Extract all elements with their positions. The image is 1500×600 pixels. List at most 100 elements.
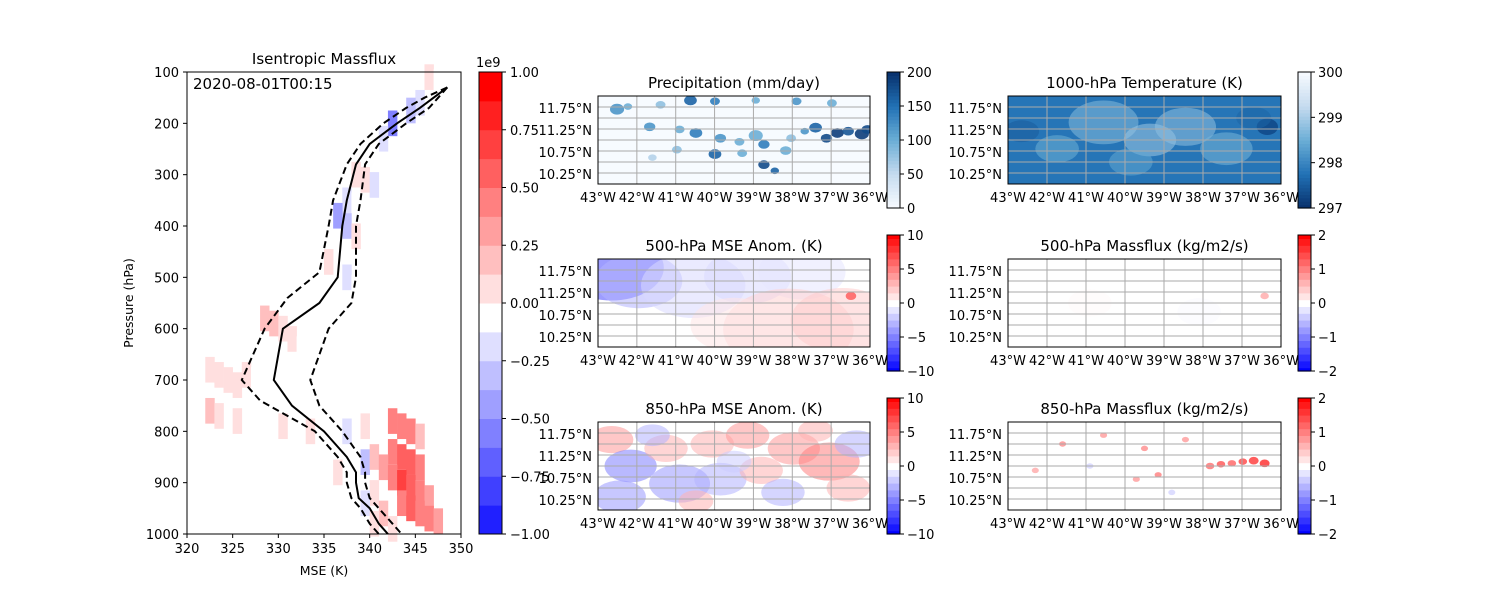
- map-colorbar-tick-label-1-2: 299: [1318, 111, 1343, 126]
- map-colorbar-band-4-32: [887, 421, 900, 426]
- map-feature-1-8: [1008, 120, 1040, 143]
- map-title-1: 1000-hPa Temperature (K): [1046, 74, 1243, 92]
- map-colorbar-band-0-21: [887, 133, 900, 138]
- map-colorbar-band-3-38: [1298, 238, 1311, 243]
- map-feature-3-2: [1177, 298, 1221, 326]
- map-feature-4-16: [798, 422, 834, 442]
- map-colorbar-band-0-19: [887, 140, 900, 144]
- map-colorbar-tick-label-1-3: 300: [1318, 66, 1343, 81]
- map-colorbar-band-0-2: [887, 197, 900, 202]
- colorbar-band-2: [479, 447, 502, 477]
- map-colorbar-tick-label-0-2: 100: [907, 134, 932, 149]
- map-colorbar-band-5-9: [1298, 500, 1311, 504]
- map-colorbar-band-0-1: [887, 201, 900, 206]
- map-gridlines-1: [1007, 96, 1282, 184]
- map-colorbar-band-1-30: [1298, 102, 1311, 107]
- massflux-cell-62: [433, 508, 444, 534]
- map-colorbar-band-4-14: [887, 483, 900, 487]
- map-colorbar-band-5-8: [1298, 503, 1311, 508]
- map-colorbar-band-0-33: [887, 92, 900, 97]
- massflux-ytick-label-2: 300: [154, 169, 179, 184]
- map-colorbar-band-3-25: [1298, 282, 1311, 287]
- map-colorbar-band-5-32: [1298, 421, 1311, 426]
- map-colorbar-band-0-27: [887, 112, 900, 117]
- map-colorbar-tick-label-5-4: 2: [1318, 392, 1326, 407]
- colorbar-band-5: [479, 360, 502, 391]
- map-colorbar-band-1-26: [1298, 116, 1311, 121]
- map-feature-2-8: [845, 291, 857, 301]
- map-frame-2: [597, 258, 871, 348]
- map-colorbar-band-1-27: [1298, 112, 1311, 117]
- map-colorbar-band-5-33: [1298, 418, 1311, 423]
- map-colorbar-band-5-26: [1298, 442, 1311, 447]
- map-colorbar-band-4-12: [887, 489, 900, 494]
- map-colorbar-band-3-27: [1298, 275, 1311, 280]
- map-colorbar-band-5-22: [1298, 455, 1311, 460]
- map-colorbar-band-1-32: [1298, 95, 1311, 100]
- map-colorbar-band-0-4: [887, 191, 900, 195]
- map-colorbar-band-2-1: [887, 364, 900, 369]
- map-lon-label-1-6: 37°W: [1224, 191, 1260, 206]
- map-colorbar-band-4-23: [887, 452, 900, 457]
- massflux-cell-9: [369, 172, 380, 198]
- map-colorbar-band-4-26: [887, 442, 900, 447]
- massflux-cell-53: [406, 474, 416, 501]
- map-panel-1: 1000-hPa Temperature (K) 11.75°N 11.25°N 10…: [949, 66, 1343, 217]
- map-colorbar-band-5-11: [1298, 493, 1311, 498]
- map-panel-3: 500-hPa Massflux (kg/m2/s) 11.75°N 11.25°N…: [949, 229, 1338, 380]
- massflux-title: Isentropic Massflux: [252, 50, 396, 68]
- massflux-cell-50: [333, 459, 343, 486]
- massflux-cell-11: [351, 192, 361, 219]
- map-colorbar-band-1-9: [1298, 174, 1311, 178]
- massflux-cell-43: [387, 439, 398, 465]
- map-lon-label-3-2: 41°W: [1068, 354, 1104, 369]
- colorbar-band-0: [479, 505, 502, 535]
- map-colorbar-band-3-7: [1298, 343, 1311, 348]
- map-colorbar-band-3-34: [1298, 252, 1311, 256]
- map-colorbar-band-2-18: [887, 306, 900, 311]
- map-colorbar-band-0-29: [887, 106, 900, 110]
- map-colorbar-band-0-34: [887, 89, 900, 93]
- map-colorbar-band-4-17: [887, 472, 900, 477]
- map-colorbar-band-2-20: [887, 299, 900, 304]
- map-colorbar-band-1-36: [1298, 82, 1311, 87]
- map-colorbar-band-1-35: [1298, 85, 1311, 90]
- colorbar-band-12: [479, 158, 502, 188]
- map-colorbar-band-4-22: [887, 455, 900, 460]
- map-feature-0-3: [684, 96, 697, 106]
- map-colorbar-band-2-24: [887, 286, 900, 290]
- map-lon-label-4-4: 39°W: [735, 517, 771, 532]
- massflux-cell-35: [278, 413, 288, 440]
- map-lon-label-2-5: 38°W: [774, 354, 810, 369]
- map-colorbar-tick-label-2-0: −10: [907, 365, 934, 380]
- map-colorbar-band-1-25: [1298, 119, 1311, 124]
- map-colorbar-band-2-17: [887, 309, 900, 314]
- colorbar-band-6: [479, 331, 502, 362]
- massflux-cell-33: [214, 403, 224, 429]
- map-feature-0-7: [826, 99, 837, 107]
- map-colorbar-band-2-6: [887, 347, 900, 352]
- map-colorbar-band-2-35: [887, 248, 900, 253]
- map-colorbar-tick-label-4-2: 0: [907, 460, 915, 475]
- map-lon-label-0-5: 38°W: [774, 191, 810, 206]
- map-colorbar-tick-label-3-3: 1: [1318, 263, 1326, 278]
- map-colorbar-band-4-19: [887, 466, 900, 470]
- map-feature-4-17: [716, 450, 752, 473]
- map-colorbar-band-5-13: [1298, 486, 1311, 491]
- massflux-cell-54: [415, 480, 425, 506]
- map-colorbar-band-4-21: [887, 459, 900, 464]
- colorbar-band-10: [479, 216, 502, 246]
- map-colorbar-band-3-22: [1298, 292, 1311, 297]
- map-colorbar-tick-label-1-1: 298: [1318, 157, 1343, 172]
- massflux-cell-14: [351, 223, 361, 250]
- map-lon-label-1-1: 42°W: [1029, 191, 1065, 206]
- map-colorbar-band-3-16: [1298, 313, 1311, 318]
- massflux-cell-32: [205, 397, 215, 424]
- massflux-cell-31: [287, 382, 297, 409]
- map-colorbar-tick-label-4-1: −5: [907, 494, 926, 509]
- map-colorbar-band-2-7: [887, 343, 900, 348]
- massflux-cell-1: [433, 69, 444, 96]
- massflux-xtick-label-3: 335: [312, 542, 337, 557]
- map-colorbar-band-5-38: [1298, 401, 1311, 406]
- massflux-cell-12: [333, 202, 343, 229]
